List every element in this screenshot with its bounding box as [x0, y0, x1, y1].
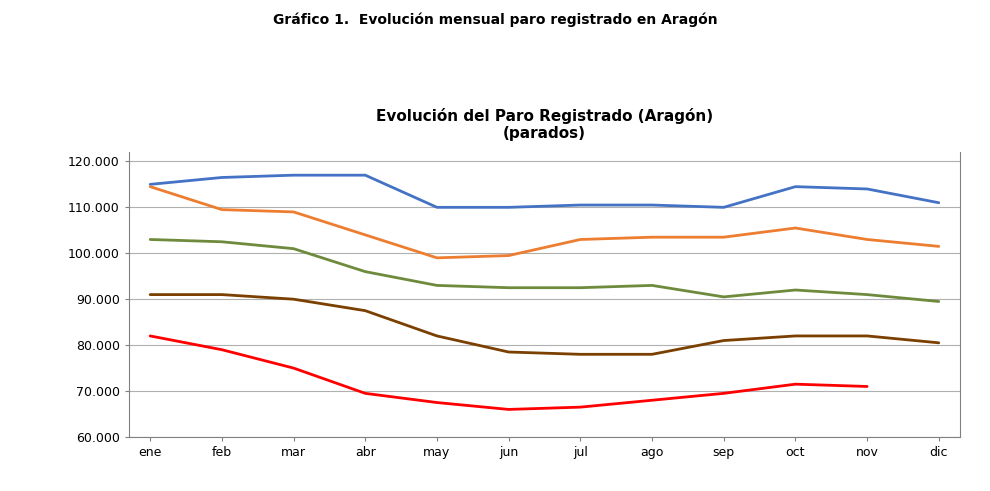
Title: Evolución del Paro Registrado (Aragón)
(parados): Evolución del Paro Registrado (Aragón) (… [376, 108, 713, 141]
Text: Gráfico 1.  Evolución mensual paro registrado en Aragón: Gráfico 1. Evolución mensual paro regist… [272, 12, 718, 27]
